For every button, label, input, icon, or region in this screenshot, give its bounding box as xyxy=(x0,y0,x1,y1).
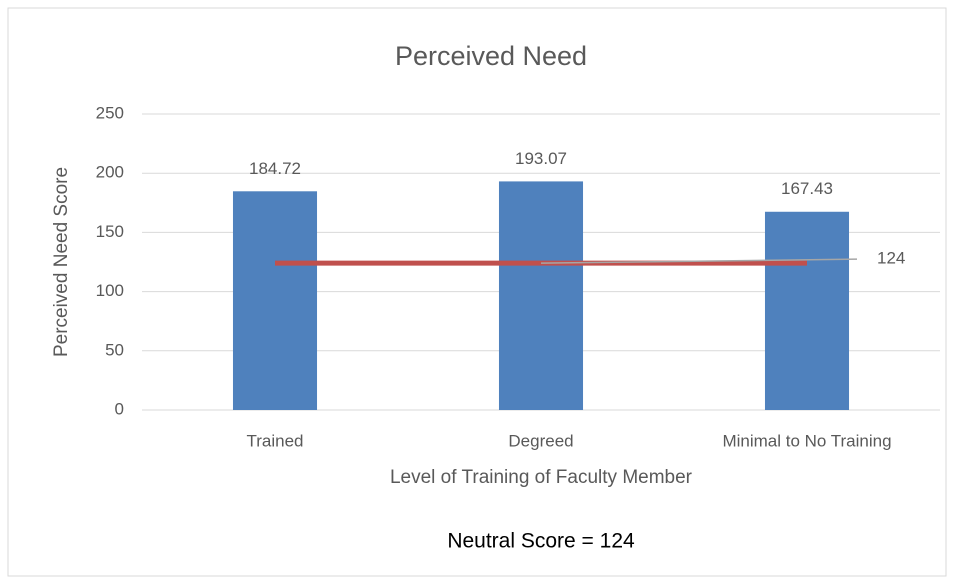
bar xyxy=(498,181,584,410)
y-tick-label: 200 xyxy=(96,163,124,182)
x-tick-label: Minimal to No Training xyxy=(722,431,891,450)
y-tick-label: 150 xyxy=(96,222,124,241)
value-label: 167.43 xyxy=(781,179,833,198)
value-label: 193.07 xyxy=(515,149,567,168)
value-label: 184.72 xyxy=(249,159,301,178)
x-tick-label: Trained xyxy=(246,431,303,450)
y-tick-label: 50 xyxy=(105,340,124,359)
chart-title: Perceived Need xyxy=(395,41,587,71)
bar xyxy=(764,211,850,410)
y-tick-label: 0 xyxy=(115,399,124,418)
neutral-label: 124 xyxy=(877,249,905,268)
x-tick-label: Degreed xyxy=(508,431,573,450)
y-tick-label: 100 xyxy=(96,281,124,300)
y-axis-label: Perceived Need Score xyxy=(51,167,72,357)
x-axis-label: Level of Training of Faculty Member xyxy=(390,467,693,488)
leader-line xyxy=(540,258,858,264)
caption: Neutral Score = 124 xyxy=(447,530,635,553)
bar xyxy=(232,191,318,410)
y-tick-label: 250 xyxy=(96,103,124,122)
